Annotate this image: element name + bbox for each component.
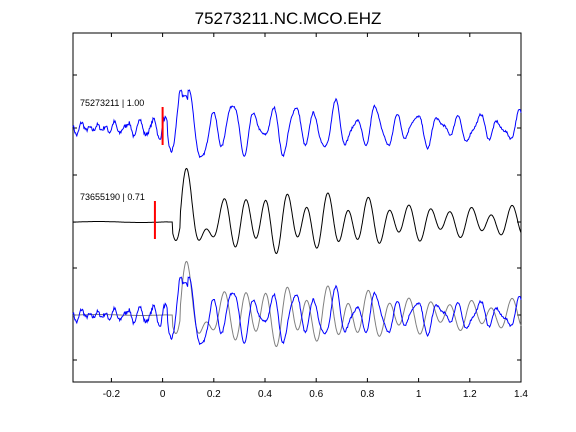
y-axis-ticks: [73, 74, 521, 361]
trace-1-label: 75273211 | 1.00: [80, 98, 144, 108]
trace-2-waveform: [72, 167, 522, 255]
x-tick-label: 0: [160, 389, 166, 400]
x-tick-label: 0.4: [258, 389, 272, 400]
x-tick-label: 1: [416, 389, 422, 400]
plot-frame: [72, 32, 522, 383]
x-tick-label: 1.4: [514, 389, 528, 400]
trace-1-waveform: [72, 89, 522, 159]
chart-title: 75273211.NC.MCO.EHZ: [195, 9, 382, 28]
x-tick-label: 0.2: [207, 389, 221, 400]
trace-labels-group: 75273211 | 1.00 73655190 | 0.71: [80, 98, 145, 202]
x-tick-label: 1.2: [463, 389, 477, 400]
overlay-primary-waveform: [72, 276, 522, 346]
overlay-secondary-waveform: [72, 260, 522, 348]
x-axis: -0.2 0 0.2 0.4 0.6 0.8 1 1.2 1.4: [103, 33, 528, 400]
x-tick-label: 0.8: [360, 389, 374, 400]
trace-2-label: 73655190 | 0.71: [80, 192, 145, 202]
traces-group: [72, 89, 522, 348]
x-tick-label: 0.6: [309, 389, 323, 400]
x-tick-label: -0.2: [103, 389, 121, 400]
